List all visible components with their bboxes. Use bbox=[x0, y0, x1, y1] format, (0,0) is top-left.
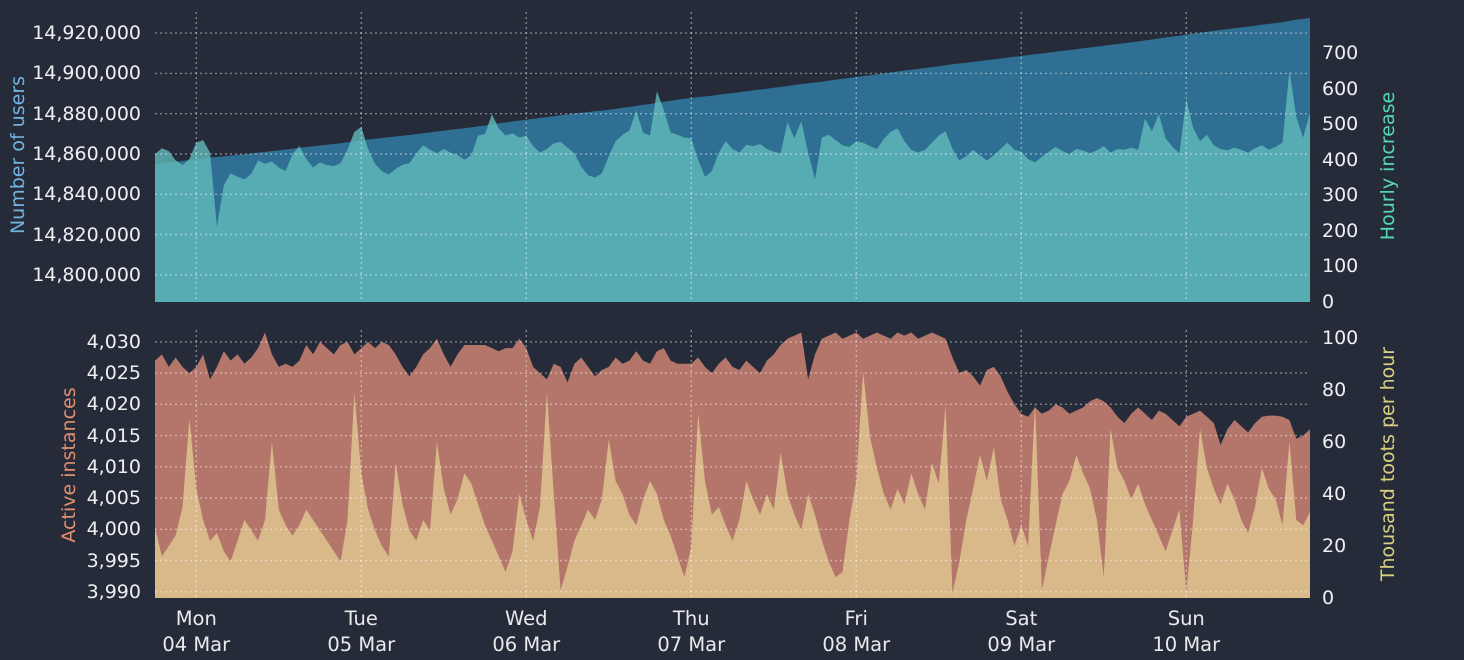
y-tick-label-right: 100 bbox=[1322, 327, 1359, 350]
x-tick-label-thu: Thu 07 Mar bbox=[657, 606, 725, 658]
y-tick-label-right: 300 bbox=[1322, 184, 1359, 207]
y-tick-label-right: 500 bbox=[1322, 113, 1359, 136]
x-tick-label-sat: Sat 09 Mar bbox=[987, 606, 1055, 658]
y-tick-label-left: 14,800,000 bbox=[32, 263, 141, 286]
x-tick-day: Mon bbox=[175, 607, 217, 630]
y-tick-label-left: 14,860,000 bbox=[32, 142, 141, 165]
y-tick-label-right: 20 bbox=[1322, 535, 1347, 557]
area-series-hourly-increase bbox=[155, 70, 1310, 302]
users-growth-chart-plot bbox=[155, 12, 1310, 302]
x-tick-label-mon: Mon 04 Mar bbox=[162, 606, 230, 658]
x-tick-date: 10 Mar bbox=[1152, 633, 1221, 656]
x-tick-day: Sat bbox=[1005, 607, 1038, 630]
y-tick-label-right: 100 bbox=[1322, 255, 1359, 278]
y-tick-label-left: 4,020 bbox=[86, 393, 141, 416]
x-tick-day: Wed bbox=[504, 607, 548, 630]
y-tick-label-left: 3,990 bbox=[86, 580, 141, 603]
y-tick-label-left: 14,920,000 bbox=[32, 22, 141, 45]
x-tick-date: 08 Mar bbox=[822, 633, 891, 656]
y-tick-label-left: 3,995 bbox=[86, 549, 141, 572]
y-tick-label-right: 0 bbox=[1322, 587, 1335, 609]
x-tick-date: 05 Mar bbox=[327, 633, 396, 656]
x-tick-label-wed: Wed 06 Mar bbox=[492, 606, 560, 658]
y-tick-label-left: 4,025 bbox=[86, 362, 141, 385]
y-tick-label-right: 40 bbox=[1322, 483, 1347, 506]
y-tick-label-right: 600 bbox=[1322, 77, 1359, 100]
instances-toots-chart-plot bbox=[155, 330, 1310, 598]
y-tick-label-left: 4,030 bbox=[86, 330, 141, 353]
y-tick-label-left: 4,010 bbox=[86, 455, 141, 478]
y-tick-label-left: 4,005 bbox=[86, 487, 141, 510]
y-tick-label-left: 4,015 bbox=[86, 424, 141, 447]
area-series-thousand-toots-per-hour bbox=[155, 371, 1310, 598]
x-tick-label-tue: Tue 05 Mar bbox=[327, 606, 395, 658]
x-tick-day: Tue bbox=[344, 607, 378, 630]
y-tick-label-left: 14,820,000 bbox=[32, 223, 141, 246]
x-tick-day: Fri bbox=[844, 607, 868, 630]
y-tick-label-right: 400 bbox=[1322, 148, 1359, 171]
y-tick-label-left: 14,840,000 bbox=[32, 183, 141, 206]
x-tick-date: 04 Mar bbox=[162, 633, 231, 656]
x-tick-label-sun: Sun 10 Mar bbox=[1152, 606, 1220, 658]
y-tick-label-left: 14,900,000 bbox=[32, 62, 141, 85]
x-tick-day: Thu bbox=[672, 607, 710, 630]
x-tick-date: 07 Mar bbox=[657, 633, 726, 656]
x-tick-date: 06 Mar bbox=[492, 633, 561, 656]
y-tick-label-right: 60 bbox=[1322, 431, 1347, 454]
gridlines bbox=[155, 12, 1310, 302]
y-tick-label-left: 14,880,000 bbox=[32, 102, 141, 125]
x-tick-day: Sun bbox=[1167, 607, 1205, 630]
x-tick-date: 09 Mar bbox=[987, 633, 1056, 656]
x-tick-label-fri: Fri 08 Mar bbox=[822, 606, 890, 658]
y-tick-label-right: 0 bbox=[1322, 291, 1335, 313]
y-tick-label-right: 80 bbox=[1322, 379, 1347, 402]
y-tick-label-right: 200 bbox=[1322, 219, 1359, 242]
y-tick-label-right: 700 bbox=[1322, 41, 1359, 64]
y-tick-label-left: 4,000 bbox=[86, 518, 141, 541]
